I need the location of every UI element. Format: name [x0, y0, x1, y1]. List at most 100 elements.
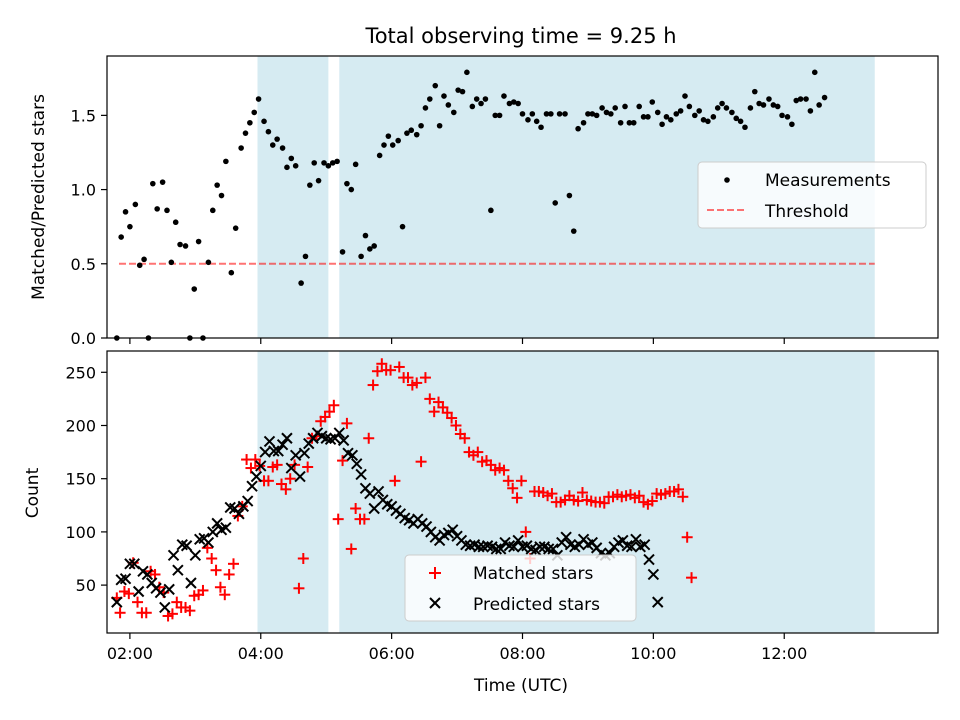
x-tick-label: 10:00: [630, 644, 676, 663]
measurement-point: [164, 207, 170, 214]
measurement-point: [247, 119, 253, 126]
measurement-point: [803, 96, 809, 102]
measurement-point: [141, 256, 147, 263]
matched-star-point: [646, 495, 658, 507]
predicted-star-point: [124, 558, 136, 570]
measurement-point: [589, 111, 596, 117]
measurement-point: [751, 88, 758, 95]
measurement-point: [132, 201, 139, 208]
measurement-point: [719, 100, 725, 107]
predicted-star-point: [490, 543, 503, 555]
bottom-legend-box: [404, 554, 637, 622]
legend-measurements-label: Measurements: [765, 171, 891, 191]
measurement-point: [742, 124, 748, 131]
measurement-point: [251, 109, 258, 116]
predicted-star-point: [272, 445, 284, 457]
matched-star-point: [515, 475, 527, 487]
matched-star-point: [472, 446, 484, 458]
measurement-point: [269, 142, 276, 148]
measurement-point: [371, 243, 377, 249]
predicted-star-point: [294, 470, 306, 483]
matched-star-point: [633, 490, 645, 502]
measurement-point: [733, 115, 740, 122]
measurement-point: [811, 69, 818, 76]
matched-star-point: [511, 492, 523, 504]
measurement-point: [816, 102, 822, 108]
predicted-star-point: [560, 531, 572, 543]
matched-star-point: [459, 432, 471, 444]
predicted-star-point: [189, 549, 202, 562]
matched-star-point: [328, 399, 340, 411]
x-tick-label: 08:00: [499, 644, 545, 663]
measurement-point: [668, 117, 674, 123]
measurement-point: [177, 241, 183, 248]
measurement-point: [408, 127, 415, 134]
top-y-ticks: 0.0 0.5 1.0 1.5: [71, 106, 107, 348]
measurement-point: [118, 234, 124, 240]
bottom-y-tick-label: 100: [65, 523, 96, 542]
measurement-point: [395, 137, 401, 144]
measurement-point: [389, 142, 396, 148]
predicted-star-point: [372, 485, 385, 498]
measurement-point: [344, 180, 350, 187]
bottom-y-axis-label: Count: [23, 467, 43, 518]
measurement-point: [686, 103, 693, 110]
matched-star-point: [389, 475, 401, 487]
measurement-point: [696, 108, 702, 114]
measurement-point: [677, 108, 684, 114]
measurement-point: [649, 99, 656, 105]
predicted-star-point: [233, 508, 245, 520]
matched-star-point: [502, 475, 514, 487]
matched-star-point: [323, 406, 335, 418]
measurement-point: [593, 112, 600, 119]
matched-star-point: [428, 406, 440, 418]
predicted-star-point: [276, 438, 289, 451]
bottom-y-tick-label: 150: [65, 470, 96, 489]
matched-star-point: [214, 581, 226, 593]
measurement-point: [348, 186, 355, 193]
matched-star-point: [341, 417, 353, 429]
predicted-star-point: [643, 553, 655, 566]
predicted-star-point: [207, 526, 219, 538]
measurement-point: [298, 280, 304, 286]
measurement-point: [692, 112, 698, 119]
predicted-star-point: [351, 458, 363, 470]
x-tick-label: 02:00: [107, 644, 153, 663]
top-y-tick-label: 0.0: [71, 329, 96, 348]
predicted-star-point: [638, 538, 651, 551]
measurement-point: [427, 96, 433, 102]
measurement-point: [321, 160, 327, 166]
matched-star-point: [210, 564, 222, 576]
predicted-star-point: [355, 468, 367, 481]
predicted-star-point: [163, 583, 175, 596]
measurement-point: [214, 182, 220, 188]
predicted-star-point: [652, 596, 664, 608]
predicted-star-point: [508, 541, 520, 553]
measurement-point: [779, 112, 785, 119]
measurement-point: [469, 103, 476, 110]
shaded-interval-0: [257, 351, 329, 633]
matched-star-point: [358, 513, 370, 525]
predicted-star-point: [289, 449, 302, 461]
measurement-point: [603, 109, 610, 116]
predicted-star-point: [220, 521, 232, 534]
measurement-point: [492, 112, 499, 119]
matched-star-point: [249, 454, 261, 466]
measurement-point: [626, 119, 633, 126]
measurement-point: [575, 125, 581, 132]
matched-star-point: [367, 379, 379, 391]
predicted-star-point: [246, 480, 258, 492]
matched-star-point: [371, 365, 383, 377]
measurement-point: [797, 96, 804, 102]
measurement-point: [570, 228, 577, 234]
matched-star-point: [385, 364, 397, 376]
matched-star-point: [245, 462, 257, 474]
measurement-point: [261, 118, 267, 125]
predicted-star-point: [241, 495, 254, 507]
measurement-point: [232, 225, 239, 231]
matched-star-point: [219, 589, 231, 601]
predicted-star-point: [647, 568, 660, 581]
x-tick-label: 04:00: [238, 644, 284, 663]
measurement-point: [315, 177, 322, 184]
bottom-y-tick-label: 200: [65, 416, 96, 435]
